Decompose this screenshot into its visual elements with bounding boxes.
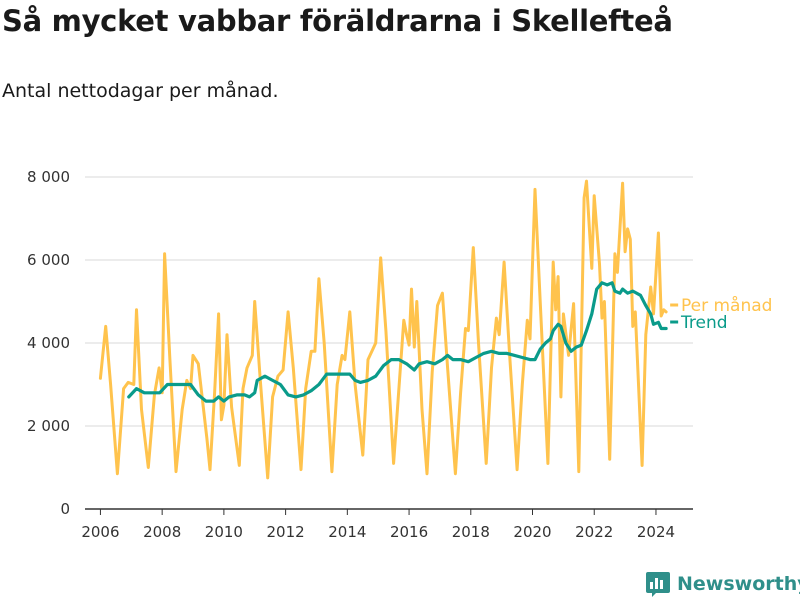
brand-name: Newsworthy xyxy=(677,573,800,595)
x-tick-label: 2024 xyxy=(637,523,675,541)
series-line-per-manad xyxy=(98,179,668,480)
x-tick-label: 2022 xyxy=(575,523,613,541)
y-tick-label: 0 xyxy=(60,500,70,518)
newsworthy-logo-icon xyxy=(646,572,670,597)
legend-label-trend: Trend xyxy=(680,313,728,333)
x-tick-label: 2010 xyxy=(205,523,243,541)
series-line-trend xyxy=(127,281,668,403)
x-tick-label: 2006 xyxy=(81,523,119,541)
x-tick-label: 2020 xyxy=(513,523,551,541)
chart-subtitle: Antal nettodagar per månad. xyxy=(2,80,279,102)
y-tick-label: 4 000 xyxy=(27,334,70,352)
x-tick-label: 2014 xyxy=(328,523,366,541)
y-tick-label: 8 000 xyxy=(27,168,70,186)
x-tick-label: 2016 xyxy=(390,523,428,541)
y-tick-label: 2 000 xyxy=(27,417,70,435)
legend-label-per-manad: Per månad xyxy=(681,295,772,316)
x-tick-label: 2012 xyxy=(267,523,305,541)
y-tick-label: 6 000 xyxy=(27,251,70,269)
x-tick-label: 2008 xyxy=(143,523,181,541)
brand-logo[interactable]: Newsworthy xyxy=(645,570,800,598)
chart-title: Så mycket vabbar föräldrarna i Skellefte… xyxy=(2,4,673,38)
x-tick-label: 2018 xyxy=(452,523,490,541)
